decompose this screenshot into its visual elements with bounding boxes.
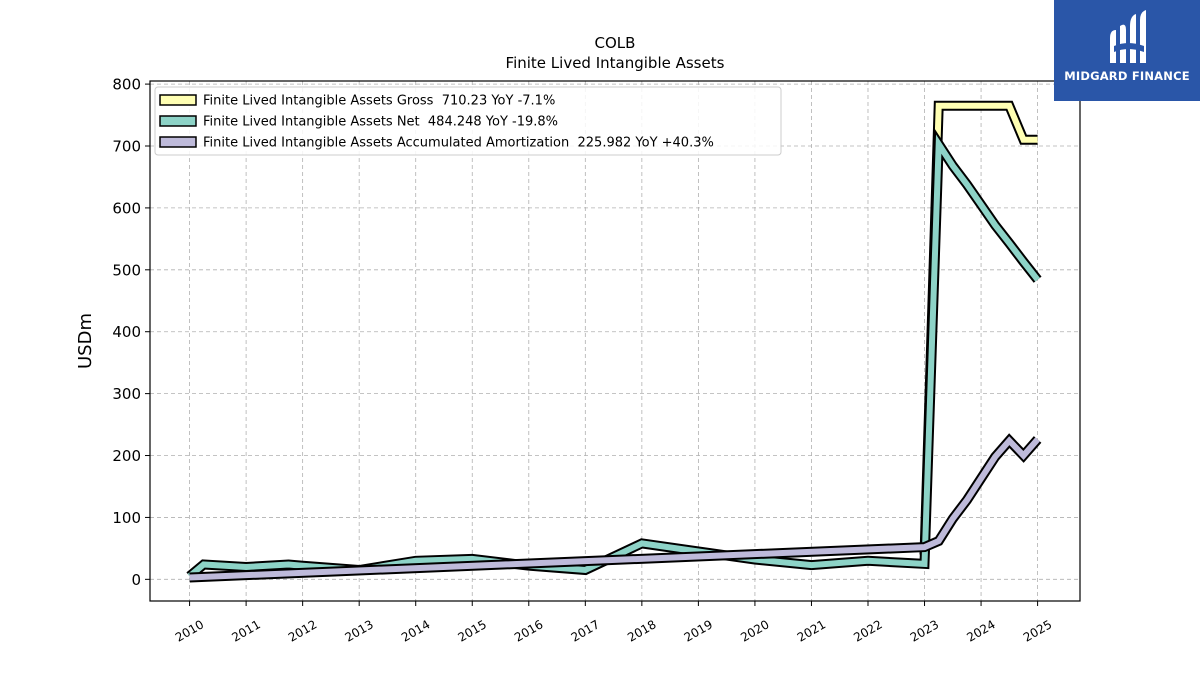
legend-swatch-net bbox=[159, 115, 197, 127]
x-tick-label: 2010 bbox=[173, 617, 206, 644]
y-tick-label: 800 bbox=[112, 76, 141, 94]
x-tick-label: 2011 bbox=[229, 617, 262, 644]
brand-name: MIDGARD FINANCE bbox=[1064, 69, 1190, 83]
x-axis: 2010 2011 2012 2013 2014 2015 2016 2017 2018 2019… bbox=[173, 601, 1054, 645]
y-tick-label: 500 bbox=[112, 261, 141, 279]
x-tick-label: 2020 bbox=[738, 617, 771, 644]
series-line-3-outline bbox=[189, 433, 1042, 583]
x-tick-label: 2021 bbox=[795, 617, 828, 644]
y-tick-label: 100 bbox=[112, 509, 141, 527]
legend-label-gross: Finite Lived Intangible Assets Gross 710… bbox=[203, 94, 555, 109]
x-tick-label: 2015 bbox=[456, 617, 489, 644]
legend: Finite Lived Intangible Assets Gross 710… bbox=[154, 86, 782, 156]
x-tick-label: 2017 bbox=[569, 617, 602, 644]
x-tick-label: 2013 bbox=[342, 617, 375, 644]
legend-swatch-gross bbox=[159, 94, 197, 106]
series-line-3 bbox=[189, 436, 1040, 581]
legend-swatch-amortization bbox=[159, 136, 197, 148]
legend-box bbox=[154, 86, 782, 156]
series-lines bbox=[186, 100, 1042, 583]
x-tick-label: 2023 bbox=[908, 617, 941, 644]
y-tick-label: 700 bbox=[112, 138, 141, 156]
series-line-2-outline bbox=[186, 128, 1042, 581]
chart-title: Finite Lived Intangible Assets bbox=[506, 54, 725, 72]
y-tick-label: 0 bbox=[131, 571, 141, 589]
legend-label-net: Finite Lived Intangible Assets Net 484.2… bbox=[203, 115, 558, 130]
midgard-logo-icon bbox=[1110, 10, 1146, 64]
x-tick-label: 2018 bbox=[625, 617, 658, 644]
legend-label-amortization: Finite Lived Intangible Assets Accumulat… bbox=[203, 136, 714, 151]
x-tick-label: 2025 bbox=[1021, 617, 1054, 644]
y-tick-label: 600 bbox=[112, 199, 141, 217]
x-tick-label: 2019 bbox=[682, 617, 715, 644]
series-line-2 bbox=[187, 134, 1040, 579]
y-tick-label: 400 bbox=[112, 323, 141, 341]
plot-frame bbox=[149, 80, 1081, 602]
y-tick-label: 300 bbox=[112, 385, 141, 403]
x-tick-label: 2022 bbox=[851, 617, 884, 644]
y-axis: 0 100 200 300 400 500 600 700 800 bbox=[112, 76, 150, 589]
brand-logo: MIDGARD FINANCE bbox=[1054, 0, 1200, 101]
x-tick-label: 2024 bbox=[964, 617, 997, 644]
chart-ticker: COLB bbox=[595, 34, 636, 52]
x-tick-label: 2012 bbox=[286, 617, 319, 644]
x-tick-label: 2014 bbox=[399, 617, 432, 644]
series-line-1 bbox=[921, 102, 1038, 555]
y-axis-label: USDm bbox=[75, 313, 96, 369]
x-tick-label: 2016 bbox=[512, 617, 545, 644]
y-tick-label: 200 bbox=[112, 447, 141, 465]
